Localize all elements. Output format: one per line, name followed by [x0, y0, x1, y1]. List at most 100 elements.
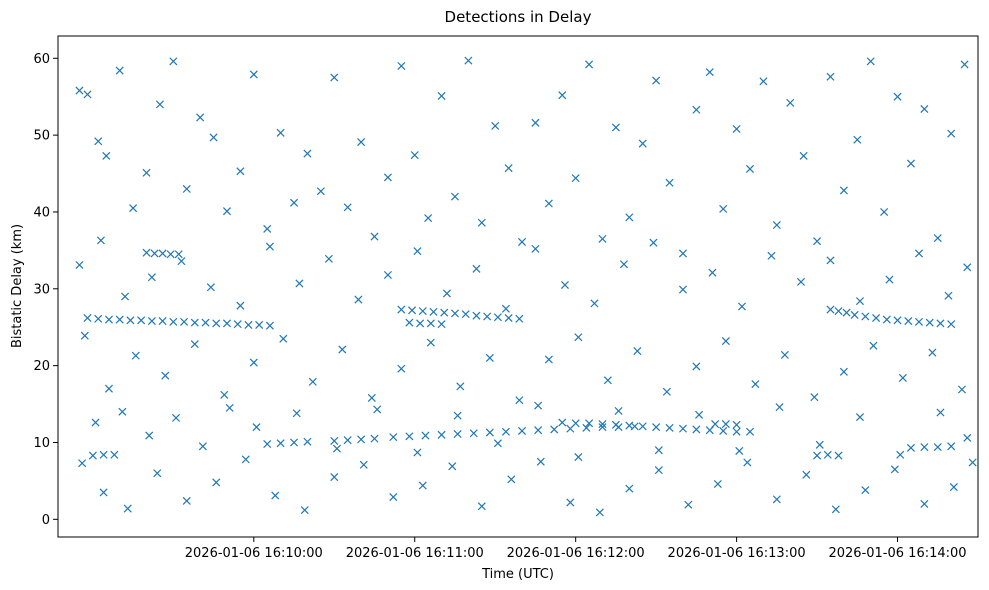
data-point: [869, 341, 878, 350]
x-tick-label: 2026-01-06 16:10:00: [185, 546, 323, 561]
data-point: [504, 313, 513, 323]
data-point: [855, 413, 865, 422]
data-point: [504, 164, 513, 173]
data-point: [477, 218, 486, 227]
data-point: [534, 401, 543, 410]
data-point: [373, 405, 382, 414]
data-point: [145, 431, 154, 440]
data-point: [963, 433, 972, 442]
data-point: [147, 317, 156, 326]
data-point: [265, 242, 274, 251]
data-point: [662, 387, 671, 396]
data-point: [890, 465, 899, 474]
data-point: [153, 469, 162, 478]
data-point: [209, 133, 218, 142]
data-point: [450, 192, 459, 201]
data-point: [904, 317, 913, 326]
data-point: [947, 442, 956, 451]
data-point: [131, 351, 140, 360]
data-point: [110, 450, 119, 459]
data-point: [413, 448, 422, 457]
data-point: [692, 105, 701, 114]
x-tick-label: 2026-01-06 16:11:00: [346, 546, 484, 561]
x-tick-label: 2026-01-06 16:12:00: [507, 546, 645, 561]
data-point: [665, 423, 674, 432]
data-point: [397, 364, 406, 373]
data-point: [638, 422, 647, 431]
data-point: [483, 312, 492, 321]
data-point: [534, 426, 543, 435]
data-point: [544, 355, 553, 364]
data-point: [397, 61, 406, 70]
data-point: [453, 411, 462, 420]
data-point: [598, 423, 607, 432]
data-point: [896, 450, 905, 459]
data-point: [421, 431, 430, 440]
data-point: [456, 382, 465, 391]
data-point: [343, 203, 352, 212]
data-point: [960, 60, 969, 69]
data-point: [330, 436, 339, 445]
data-point: [491, 121, 500, 130]
data-point: [708, 268, 717, 277]
data-point: [104, 315, 113, 324]
x-tick-label: 2026-01-06 16:14:00: [828, 546, 966, 561]
data-point: [222, 207, 232, 216]
data-point: [418, 481, 427, 490]
data-point: [936, 408, 945, 417]
y-tick-label: 60: [33, 52, 50, 67]
data-point: [222, 319, 232, 328]
data-point: [823, 450, 832, 459]
data-point: [515, 396, 524, 405]
data-point: [94, 137, 103, 146]
data-point: [786, 98, 795, 107]
data-point: [249, 358, 258, 367]
data-point: [780, 350, 789, 359]
data-point: [872, 313, 881, 323]
data-point: [571, 419, 580, 428]
data-point: [531, 118, 540, 127]
data-point: [933, 443, 942, 452]
data-point: [536, 457, 545, 466]
data-point: [737, 302, 746, 311]
data-point: [405, 432, 414, 441]
data-point: [517, 237, 527, 246]
data-point: [558, 91, 567, 100]
data-point: [303, 149, 312, 158]
data-point: [464, 56, 473, 65]
data-point: [914, 249, 924, 258]
data-point: [244, 320, 253, 329]
data-point: [920, 443, 929, 452]
data-point: [585, 419, 594, 428]
data-point: [517, 426, 527, 435]
data-point: [171, 413, 181, 422]
data-point: [611, 420, 620, 429]
data-point: [330, 73, 339, 82]
data-point: [206, 283, 215, 292]
data-point: [220, 390, 229, 399]
y-axis: 0 10 20 30 40 50 60: [33, 52, 58, 528]
data-point: [383, 173, 392, 182]
data-point: [249, 70, 258, 79]
data-point: [898, 373, 907, 382]
data-point: [201, 318, 210, 327]
data-point: [893, 92, 902, 101]
data-point: [721, 420, 730, 429]
data-point: [850, 310, 859, 319]
data-point: [893, 316, 902, 325]
data-point: [947, 129, 956, 138]
data-point: [695, 410, 704, 419]
data-point: [861, 312, 870, 321]
data-point: [169, 57, 178, 66]
data-point: [928, 348, 937, 357]
data-point: [295, 279, 304, 288]
data-point: [652, 76, 661, 85]
data-point: [169, 317, 178, 326]
data-point: [560, 280, 569, 289]
data-point: [485, 428, 494, 437]
data-point: [271, 491, 280, 500]
data-point: [678, 249, 687, 258]
data-point: [263, 224, 272, 233]
data-point: [448, 462, 457, 471]
data-point: [383, 270, 392, 279]
